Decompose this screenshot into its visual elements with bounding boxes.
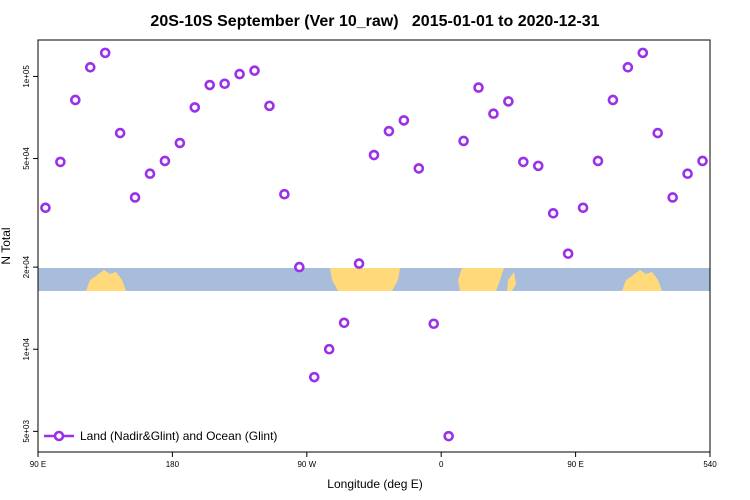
point [353,258,365,269]
point [174,137,186,149]
point [458,135,469,147]
point [338,317,350,329]
x-tick-label: 90 E [30,460,46,469]
point [488,108,499,120]
point [308,371,320,383]
y-axis-label: N Total [0,227,13,264]
point [249,65,260,76]
x-tick-label: 90 E [567,460,583,469]
point [159,155,171,167]
point [279,188,290,200]
land [86,270,126,291]
point [473,82,484,93]
point [129,192,141,203]
point [398,115,410,126]
point [264,100,275,112]
y-tick-label: 2e+04 [22,255,31,278]
point [577,202,589,214]
point [219,78,230,90]
y-tick-label: 5e+03 [22,420,31,443]
point [99,47,111,59]
point [697,155,708,167]
plot-frame [37,39,711,453]
point [204,79,216,91]
point [428,318,440,330]
point [189,102,201,113]
point [682,168,693,179]
x-tick-label: 180 [166,460,180,469]
point [607,94,619,106]
y-tick-label: 1e+05 [22,65,31,88]
land [458,268,504,291]
point [144,168,156,179]
land [507,272,516,291]
point [667,192,678,203]
x-tick-label: 90 W [297,460,316,469]
legend-marker [53,430,65,442]
point [323,343,335,355]
point [443,430,454,442]
point [637,47,649,59]
point [40,202,51,214]
x-axis-label: Longitude (deg E) [327,477,422,491]
point [622,62,634,73]
point [547,207,559,219]
y-tick-label: 5e+04 [22,147,31,170]
point [70,94,81,106]
point [114,127,126,139]
map-band [38,268,710,291]
x-tick-label: 540 [703,460,717,469]
point [234,68,245,80]
point [532,160,544,172]
point [55,156,66,168]
point [294,261,305,273]
point [518,156,529,168]
point [413,163,425,174]
legend-label: Land (Nadir&Glint) and Ocean (Glint) [80,429,277,443]
land [622,270,662,291]
point [562,248,574,259]
point [652,127,664,139]
land [330,268,400,291]
chart-title: 20S-10S September (Ver 10_raw) 2015-01-0… [150,13,599,30]
point [592,155,604,167]
point [383,125,395,137]
x-tick-label: 0 [439,460,444,469]
point [368,149,380,161]
point [503,96,514,107]
y-tick-label: 1e+04 [22,337,31,360]
point [84,62,96,73]
